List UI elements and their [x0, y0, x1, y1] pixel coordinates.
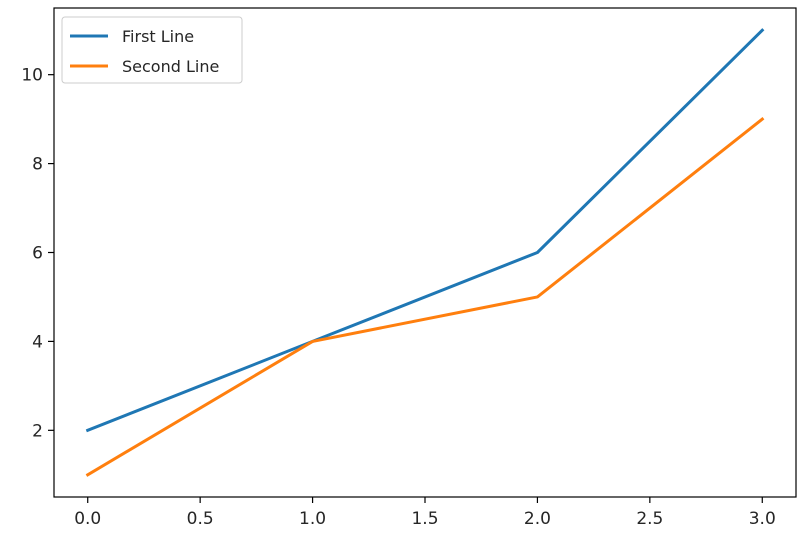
- y-axis: 2 4 6 8 10: [21, 66, 54, 441]
- x-tick-label: 2.5: [636, 509, 663, 529]
- x-tick-label: 0.0: [74, 509, 101, 529]
- y-tick-label: 4: [32, 332, 43, 352]
- series-line-2: [85, 117, 765, 477]
- x-axis: 0.0 0.5 1.0 1.5 2.0 2.5 3.0: [74, 497, 776, 529]
- y-tick-label: 6: [32, 244, 43, 264]
- legend-label-1: First Line: [122, 27, 194, 46]
- x-tick-label: 3.0: [749, 509, 776, 529]
- x-tick-label: 0.5: [187, 509, 214, 529]
- y-tick-label: 8: [32, 155, 43, 175]
- y-tick-label: 10: [21, 66, 43, 86]
- y-tick-label: 2: [32, 421, 43, 441]
- legend: First Line Second Line: [61, 16, 243, 84]
- series-layer: [85, 28, 765, 477]
- x-tick-label: 1.0: [299, 509, 326, 529]
- x-tick-label: 1.5: [411, 509, 438, 529]
- x-tick-label: 2.0: [524, 509, 551, 529]
- legend-label-2: Second Line: [122, 57, 219, 76]
- series-line-1: [85, 28, 765, 433]
